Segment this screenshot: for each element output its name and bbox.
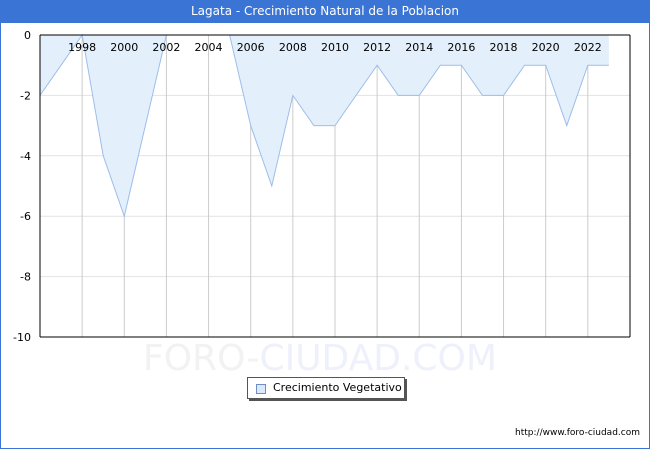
x-tick-label: 2000: [110, 41, 138, 54]
x-tick-label: 2004: [195, 41, 223, 54]
x-tick-label: 2018: [490, 41, 518, 54]
y-tick-label: -2: [20, 89, 31, 102]
legend: Crecimiento Vegetativo: [247, 377, 405, 399]
x-tick-label: 2022: [574, 41, 602, 54]
x-tick-label: 2020: [532, 41, 560, 54]
x-tick-label: 1998: [68, 41, 96, 54]
watermark: FORO-CIUDAD.COM: [143, 338, 497, 379]
legend-swatch-icon: [256, 384, 266, 394]
series-line: [39, 33, 609, 218]
y-tick-label: -4: [20, 150, 31, 163]
x-tick-label: 2016: [447, 41, 475, 54]
x-tick-label: 2012: [363, 41, 391, 54]
y-tick-label: -8: [20, 271, 31, 284]
x-tick-label: 2006: [237, 41, 265, 54]
chart-title: Lagata - Crecimiento Natural de la Pobla…: [0, 0, 650, 23]
y-tick-label: 0: [24, 29, 31, 42]
y-tick-label: -10: [13, 331, 31, 344]
x-tick-label: 2010: [321, 41, 349, 54]
x-tick-label: 2014: [405, 41, 433, 54]
y-tick-label: -6: [20, 210, 31, 223]
legend-label: Crecimiento Vegetativo: [273, 381, 402, 394]
x-tick-label: 2002: [152, 41, 180, 54]
x-tick-label: 2008: [279, 41, 307, 54]
footer-url: http://www.foro-ciudad.com: [515, 428, 640, 438]
